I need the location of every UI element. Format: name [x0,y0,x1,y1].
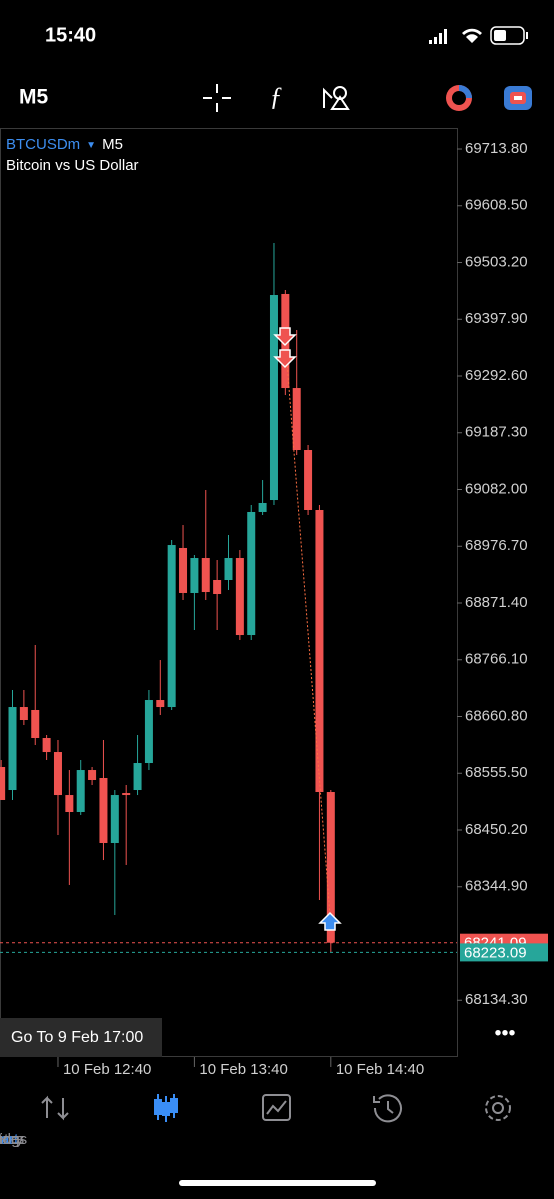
candle-body [0,767,6,800]
candle-body [201,558,210,593]
tab-label[interactable]: Trade [0,1131,19,1148]
x-tick-label: 10 Feb 14:40 [336,1061,424,1078]
clock: 15:40 [45,24,96,46]
y-tick-label: 69397.90 [465,310,528,327]
candle-body [8,707,17,791]
y-tick-label: 68134.30 [465,991,528,1008]
y-tick-label: 69187.30 [465,424,528,441]
y-tick-label: 68976.70 [465,537,528,554]
y-tick-label: 68871.40 [465,594,528,611]
subtitle: Bitcoin vs US Dollar [6,157,139,174]
candle-body [304,450,313,510]
candle-body [247,511,256,636]
tab-label[interactable]: History [0,1131,24,1148]
tab-bar: QuotesChartTradeHistorySettings [0,1131,27,1148]
candle-body [110,795,119,843]
plot: 69713.80 69608.50 69503.20 69397.90 69292.60… [0,140,548,1078]
symbol: BTCUSDm [6,136,80,153]
candle-body [190,558,199,593]
y-tick-label: 68555.50 [465,764,528,781]
y-tick-label: 69713.80 [465,140,528,157]
candle-body [31,709,40,739]
symbol-dropdown: ▼ [86,140,96,151]
candle-body [224,558,233,580]
candle-body [76,770,85,813]
x-tick-label: 10 Feb 13:40 [199,1061,287,1078]
candle-body [65,795,74,813]
candle-body [122,793,131,796]
y-tick-label: 69608.50 [465,197,528,214]
status-icons [429,26,528,45]
more-button[interactable]: ••• [494,1022,515,1044]
crosshair-button[interactable] [203,84,231,112]
trade-button[interactable] [504,86,532,110]
candle-body [167,545,176,708]
tab-label[interactable]: Quotes [0,1131,24,1148]
candle-body [258,502,267,512]
candle-body [269,295,278,501]
indicators-button[interactable]: ƒ [270,82,283,111]
candle-body [315,509,324,793]
candle-body [133,763,142,791]
go-to-button[interactable]: Go To 9 Feb 17:00 [11,1029,143,1046]
candle-body [213,579,222,595]
y-tick-label: 69082.00 [465,480,528,497]
y-tick-label: 68450.20 [465,821,528,838]
chart-timeframe: M5 [102,136,123,153]
tab-icons [41,1094,511,1123]
candle-body [235,558,244,636]
candle-body [326,792,335,943]
candle-body [19,707,28,721]
candle-body [179,547,188,593]
symbol-header: BTCUSDm ▼ M5 [6,136,123,153]
candle-body [53,752,62,796]
candle-body [292,388,301,451]
price-label-bg [460,943,548,962]
trade-markers [273,327,342,931]
candle-body [42,738,51,753]
y-tick-label: 68344.90 [465,878,528,895]
price-label: 68223.09 [464,944,527,961]
y-tick-label: 69292.60 [465,367,528,384]
candle-body [88,770,97,780]
tab-label[interactable]: Settings [0,1131,27,1148]
y-tick-label: 69503.20 [465,253,528,270]
account-button[interactable] [446,85,472,111]
tab-label[interactable]: Chart [0,1131,19,1148]
timeframe-button[interactable]: M5 [19,86,48,109]
home-indicator [179,1180,376,1186]
candle-body [156,700,165,708]
x-tick-label: 10 Feb 12:40 [63,1061,151,1078]
y-tick-label: 68766.10 [465,651,528,668]
candle-body [144,700,153,764]
plot-frame [0,128,458,1057]
go-to-button-bg[interactable] [0,1018,162,1057]
objects-button[interactable] [323,86,350,110]
y-tick-label: 68660.80 [465,707,528,724]
candle-body [99,777,108,843]
